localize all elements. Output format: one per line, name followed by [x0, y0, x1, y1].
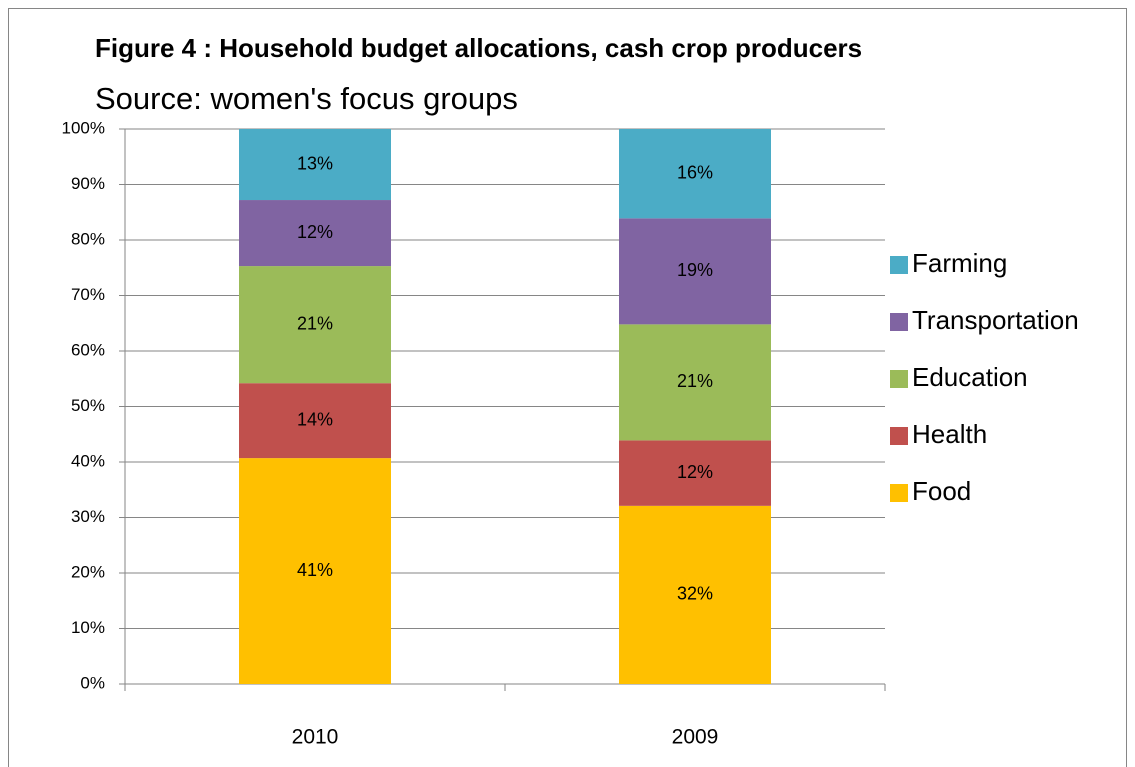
bar-segment: [619, 218, 771, 325]
chart-subtitle: Source: women's focus groups: [95, 81, 518, 116]
bar-segment: [619, 324, 771, 441]
bar-segment: [619, 440, 771, 506]
y-tick-label: 0%: [80, 673, 105, 692]
bar-segment: [239, 129, 391, 201]
data-label: 12%: [297, 222, 333, 242]
y-tick-label: 30%: [71, 507, 105, 526]
y-tick-label: 70%: [71, 285, 105, 304]
legend-label: Food: [912, 476, 971, 506]
chart-title: Figure 4 : Household budget allocations,…: [95, 33, 862, 63]
data-label: 13%: [297, 153, 333, 173]
y-tick-label: 20%: [71, 562, 105, 581]
data-label: 19%: [677, 260, 713, 280]
y-tick-label: 50%: [71, 396, 105, 415]
data-label: 16%: [677, 162, 713, 182]
legend-label: Transportation: [912, 305, 1079, 335]
y-tick-label: 80%: [71, 229, 105, 248]
legend-label: Health: [912, 419, 987, 449]
data-label: 21%: [677, 371, 713, 391]
bar-segment: [239, 383, 391, 459]
y-tick-label: 40%: [71, 451, 105, 470]
legend-label: Farming: [912, 248, 1007, 278]
legend-label: Education: [912, 362, 1028, 392]
bar-segment: [239, 266, 391, 384]
legend-swatch: [890, 313, 908, 331]
data-label: 32%: [677, 584, 713, 604]
data-label: 12%: [677, 462, 713, 482]
y-tick-label: 90%: [71, 174, 105, 193]
bar-segment: [239, 200, 391, 267]
y-tick-label: 100%: [62, 118, 105, 137]
x-tick-label: 2010: [292, 726, 339, 749]
chart-border: [8, 8, 1127, 767]
data-label: 41%: [297, 560, 333, 580]
bar-segment: [619, 129, 771, 219]
data-label: 14%: [297, 409, 333, 429]
bar-segment: [619, 505, 771, 684]
y-tick-label: 60%: [71, 340, 105, 359]
legend-swatch: [890, 484, 908, 502]
y-tick-label: 10%: [71, 618, 105, 637]
data-label: 21%: [297, 313, 333, 333]
legend-swatch: [890, 427, 908, 445]
bar-segment: [239, 458, 391, 684]
legend-swatch: [890, 256, 908, 274]
legend-swatch: [890, 370, 908, 388]
x-tick-label: 2009: [672, 726, 719, 749]
